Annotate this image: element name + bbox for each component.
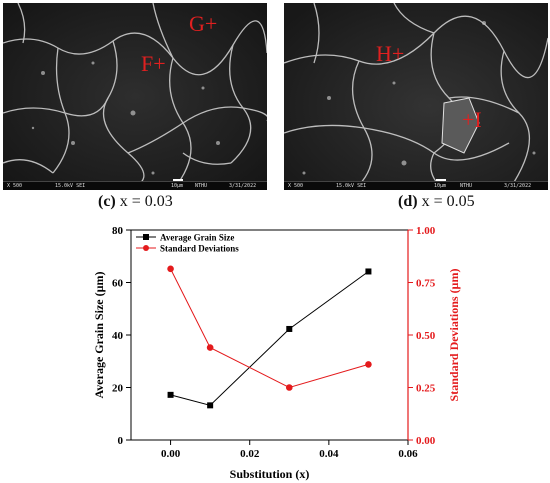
point-marker-h: H+ xyxy=(376,41,405,66)
lab-label: NTHU xyxy=(460,183,473,189)
y-right-tick-label: 0.75 xyxy=(416,278,436,290)
y-right-tick-label: 0.00 xyxy=(416,435,436,447)
data-point-std-dev xyxy=(206,344,214,351)
scale-label: 10µm xyxy=(434,183,447,189)
sem-info-bar: X 500 15.0kV SEI 10µm NTHU 3/31/2022 xyxy=(3,181,267,190)
legend-entry: Average Grain Size xyxy=(160,233,234,243)
y-left-tick-label: 80 xyxy=(112,225,124,237)
grain-size-chart: 0.00 0.02 0.04 0.06 0 20 40 60 80 0.00 0.25 0.50 0.7… xyxy=(92,225,461,481)
voltage: 15.0kV SEI xyxy=(336,183,367,189)
legend-marker xyxy=(143,234,149,240)
y-left-tick-label: 0 xyxy=(118,435,124,447)
legend-marker xyxy=(143,245,149,251)
point-marker-i: +I xyxy=(462,107,482,132)
x-tick-label: 0.06 xyxy=(398,448,418,460)
x-tick-label: 0.04 xyxy=(319,448,339,460)
data-point-grain-size xyxy=(167,391,174,398)
y-left-axis-label: Average Grain Size (µm) xyxy=(92,272,106,399)
caption-d: (d) x = 0.05 xyxy=(398,193,475,211)
data-point-std-dev xyxy=(167,265,174,273)
y-right-tick-label: 1.00 xyxy=(416,225,436,237)
sem-image-c: G+ F+ X 500 15.0kV SEI 10µm NTHU 3/31/20… xyxy=(3,3,267,190)
sem-info-bar: X 500 15.0kV SEI 10µm NTHU 3/31/2022 xyxy=(284,181,548,190)
grain-boundaries xyxy=(3,3,267,190)
caption-label: (d) xyxy=(398,193,418,210)
data-point-grain-size xyxy=(286,325,293,332)
data-point-grain-size xyxy=(207,402,214,409)
scale-bar xyxy=(436,179,446,182)
y-right-tick-label: 0.50 xyxy=(416,330,436,342)
voltage: 15.0kV SEI xyxy=(55,183,86,189)
y-right-axis-label: Standard Deviations (µm) xyxy=(447,269,461,402)
magnification: X 500 xyxy=(288,183,304,189)
data-point-std-dev xyxy=(285,384,293,391)
point-marker-g: G+ xyxy=(189,11,218,36)
plot-frame xyxy=(130,229,409,441)
data-point-grain-size xyxy=(365,268,372,275)
lab-label: NTHU xyxy=(195,183,208,189)
caption-c: (c) x = 0.03 xyxy=(98,193,173,211)
y-left-tick-label: 60 xyxy=(112,278,124,290)
legend-entry: Standard Deviations xyxy=(160,244,239,254)
x-axis-label: Substitution (x) xyxy=(230,467,310,481)
data-point-std-dev xyxy=(365,361,372,368)
scale-label: 10µm xyxy=(171,183,184,189)
grain-boundaries xyxy=(284,3,548,190)
series-line-grain-size xyxy=(170,271,369,406)
caption-text: x = 0.05 xyxy=(421,193,475,210)
sem-image-d: H+ +I X 500 15.0kV SEI 10µm NTHU 3/31/20… xyxy=(284,3,548,190)
series-line-std-dev xyxy=(170,268,369,389)
magnification: X 500 xyxy=(7,183,23,189)
x-tick-label: 0.00 xyxy=(161,448,181,460)
date-label: 3/31/2022 xyxy=(504,183,532,189)
y-left-tick-label: 40 xyxy=(112,330,124,342)
point-marker-f: F+ xyxy=(141,51,166,76)
caption-label: (c) xyxy=(98,193,116,210)
y-left-tick-label: 20 xyxy=(112,383,124,395)
date-label: 3/31/2022 xyxy=(229,183,257,189)
x-tick-label: 0.02 xyxy=(240,448,260,460)
y-right-tick-label: 0.25 xyxy=(416,383,436,395)
caption-text: x = 0.03 xyxy=(119,193,173,210)
scale-bar xyxy=(173,179,183,182)
